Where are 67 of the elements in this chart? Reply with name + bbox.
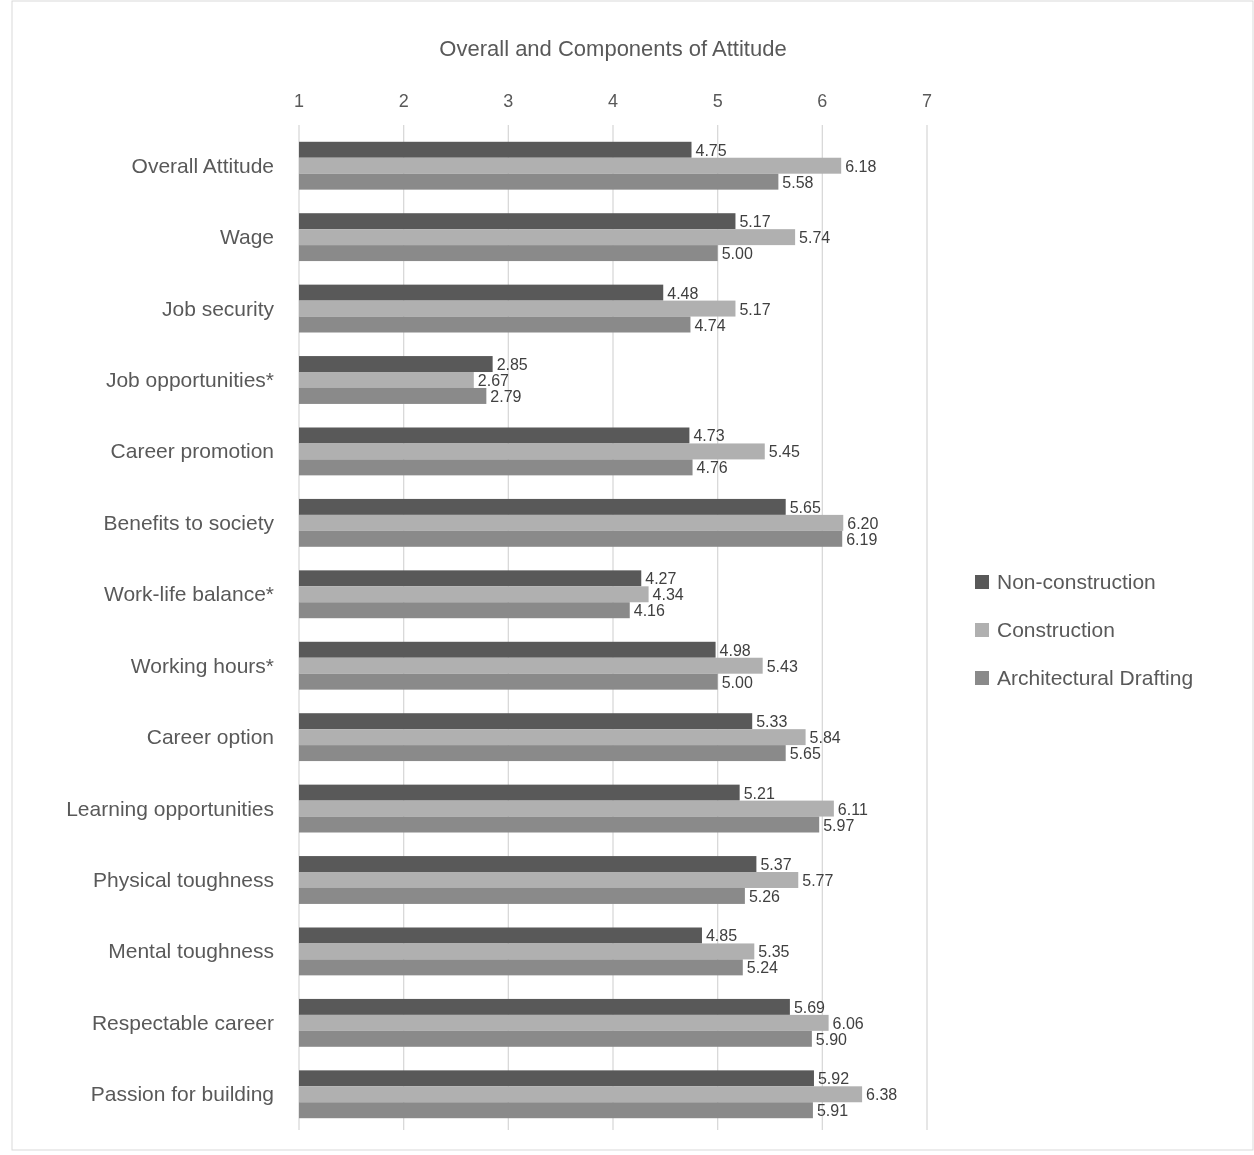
data-label: 5.65 bbox=[789, 498, 821, 516]
data-label: 5.17 bbox=[739, 213, 771, 231]
data-label: 6.19 bbox=[846, 530, 878, 548]
y-tick-label: Work-life balance* bbox=[103, 582, 274, 606]
data-label: 5.00 bbox=[721, 245, 753, 263]
legend-label: Construction bbox=[997, 618, 1115, 641]
data-label: 2.85 bbox=[496, 356, 528, 374]
y-tick-label: Learning opportunities bbox=[66, 796, 274, 820]
y-tick-label: Career promotion bbox=[110, 439, 274, 463]
data-label: 5.65 bbox=[789, 745, 821, 763]
data-label: 4.85 bbox=[705, 927, 738, 945]
data-label: 5.35 bbox=[758, 943, 790, 961]
data-label: 5.74 bbox=[799, 229, 831, 247]
data-label: 2.79 bbox=[490, 387, 522, 405]
y-tick-label: Overall Attitude bbox=[131, 153, 274, 177]
data-label: 5.69 bbox=[793, 998, 826, 1016]
data-label: 4.76 bbox=[696, 459, 728, 477]
data-label: 5.90 bbox=[815, 1030, 848, 1048]
data-label: 5.84 bbox=[809, 729, 841, 747]
data-label: 6.18 bbox=[845, 157, 877, 175]
data-label: 5.43 bbox=[766, 657, 798, 675]
data-label: 5.37 bbox=[760, 856, 792, 874]
y-tick-label: Working hours* bbox=[130, 653, 274, 677]
data-label: 4.27 bbox=[645, 570, 677, 588]
data-label: 5.33 bbox=[756, 713, 788, 731]
data-label: 5.58 bbox=[782, 173, 814, 191]
y-tick-label: Respectable career bbox=[91, 1010, 274, 1034]
data-label: 5.00 bbox=[721, 673, 753, 691]
data-label: 4.74 bbox=[694, 316, 726, 334]
data-label: 4.48 bbox=[667, 284, 699, 302]
data-label: 6.06 bbox=[832, 1014, 864, 1032]
x-tick-label: 2 bbox=[398, 91, 409, 111]
data-label: 5.77 bbox=[802, 872, 834, 889]
data-label: 5.92 bbox=[817, 1070, 850, 1088]
data-label: 6.20 bbox=[847, 514, 879, 532]
data-label: 4.98 bbox=[719, 641, 751, 659]
x-tick-label: 7 bbox=[921, 91, 933, 111]
data-label: 5.17 bbox=[739, 300, 771, 318]
y-tick-label: Mental toughness bbox=[108, 939, 274, 963]
data-label: 5.24 bbox=[746, 959, 779, 977]
data-label: 5.21 bbox=[743, 784, 775, 802]
x-tick-label: 1 bbox=[293, 91, 305, 111]
data-label: 5.45 bbox=[768, 443, 801, 461]
y-tick-label: Physical toughness bbox=[93, 868, 274, 891]
legend-label: Architectural Drafting bbox=[997, 666, 1194, 689]
x-tick-label: 4 bbox=[607, 91, 619, 111]
x-tick-label: 5 bbox=[712, 91, 723, 111]
data-label: 2.67 bbox=[477, 372, 510, 389]
data-label: 6.38 bbox=[866, 1086, 898, 1104]
y-tick-label: Career option bbox=[146, 725, 274, 749]
data-label: 4.34 bbox=[652, 586, 684, 604]
data-label: 6.11 bbox=[837, 800, 868, 818]
x-tick-label: 6 bbox=[817, 91, 828, 111]
data-label: 4.73 bbox=[693, 427, 725, 445]
data-label: 5.97 bbox=[823, 816, 855, 834]
data-label: 4.16 bbox=[633, 602, 665, 620]
legend-label: Non-construction bbox=[997, 570, 1156, 593]
data-label: 5.26 bbox=[748, 887, 781, 905]
data-label: 5.91 bbox=[816, 1102, 849, 1120]
y-tick-label: Job opportunities* bbox=[105, 368, 274, 391]
chart-title: Overall and Components of Attitude bbox=[439, 36, 787, 61]
y-tick-label: Benefits to society bbox=[103, 510, 275, 534]
y-tick-label: Job security bbox=[161, 296, 275, 320]
y-tick-label: Wage bbox=[219, 225, 274, 249]
data-label: 4.75 bbox=[695, 141, 727, 159]
x-tick-label: 3 bbox=[503, 91, 514, 111]
y-tick-label: Passion for building bbox=[90, 1082, 274, 1106]
